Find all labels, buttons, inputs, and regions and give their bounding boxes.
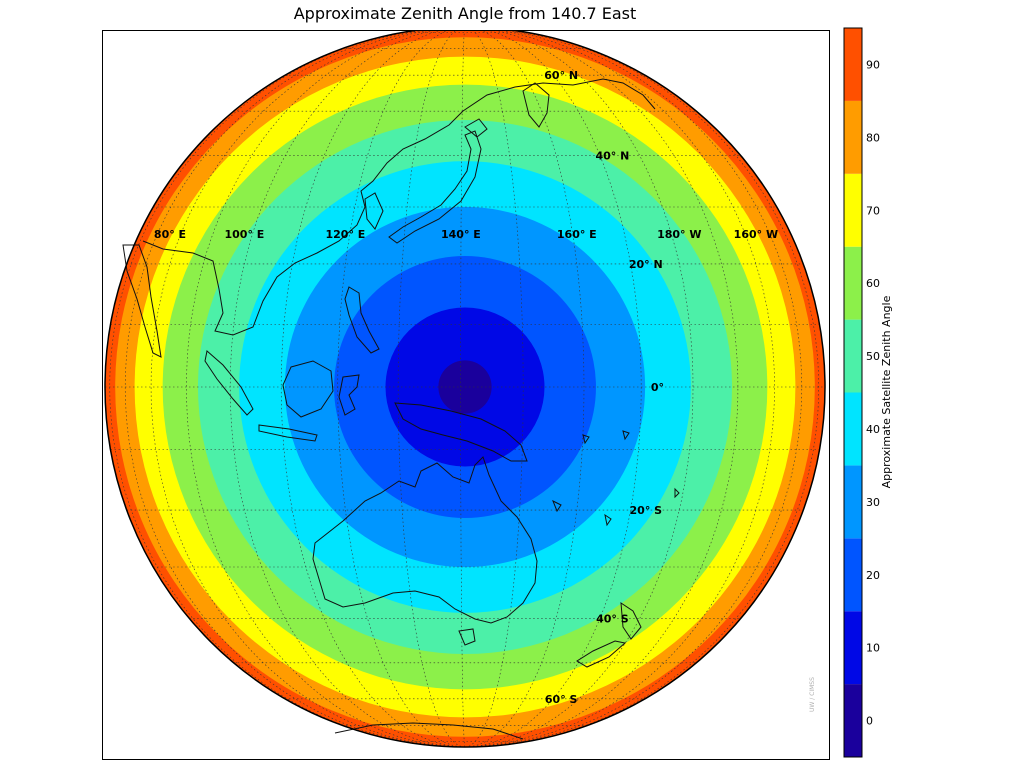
- latitude-label: 20° N: [629, 258, 663, 271]
- colorbar-tick-label: 90: [866, 59, 880, 72]
- longitude-label: 100° E: [224, 228, 264, 241]
- latitude-label: 60° S: [545, 693, 578, 706]
- colorbar-label: Approximate Satellite Zenith Angle: [880, 295, 893, 488]
- colorbar-band-9: [844, 28, 862, 101]
- longitude-label: 120° E: [325, 228, 365, 241]
- colorbar-tick-label: 30: [866, 496, 880, 509]
- borneo-coastline: [282, 360, 334, 418]
- colorbar-tick-label: 10: [866, 642, 880, 655]
- new-guinea-coastline: [394, 402, 528, 462]
- credit-watermark: UW / CIMSS: [809, 677, 816, 712]
- latitude-label: 20° S: [630, 504, 663, 517]
- asia-mainland-coastline: [142, 78, 656, 336]
- colorbar-band-0: [844, 684, 862, 757]
- colorbar-tick-label: 40: [866, 423, 880, 436]
- meridian-line: [464, 31, 524, 748]
- colorbar-band-2: [844, 538, 862, 612]
- colorbar-band-1: [844, 611, 862, 685]
- philippines-coastline: [344, 286, 380, 354]
- coastlines: [122, 78, 680, 740]
- colorbar-bands: [844, 28, 862, 757]
- map-panel: 80° E 100° E 120° E 140° E 160° E 180° W 160° …: [102, 30, 830, 760]
- earth-disk-outline: [104, 31, 826, 748]
- colorbar-band-4: [844, 392, 862, 466]
- latitude-label: 40° S: [596, 612, 629, 625]
- new-zealand-coastline: [576, 602, 642, 668]
- pacific-islands: [552, 430, 680, 527]
- chart-title: Approximate Zenith Angle from 140.7 East: [293, 4, 637, 23]
- hokkaido-coastline: [464, 118, 488, 138]
- antarctica-coastline: [334, 722, 524, 740]
- korea-coastline: [364, 192, 384, 230]
- meridian-line: [464, 31, 775, 748]
- meridian-line: [460, 31, 466, 748]
- meridian-line: [464, 31, 820, 748]
- colorbar-tick-label: 60: [866, 277, 880, 290]
- zenith-map: 80° E 100° E 120° E 140° E 160° E 180° W 160° …: [104, 31, 826, 748]
- colorbar-tick-label: 50: [866, 350, 880, 363]
- australia-coastline: [312, 456, 538, 624]
- meridian-line: [464, 31, 694, 748]
- colorbar-band-8: [844, 100, 862, 174]
- longitude-label: 180° W: [657, 228, 701, 241]
- meridian-line: [464, 31, 585, 748]
- meridian-line: [150, 31, 466, 748]
- colorbar-tick-label: 0: [866, 715, 873, 728]
- colorbar-tick-label: 70: [866, 204, 880, 217]
- sulawesi-coastline: [338, 374, 360, 416]
- longitude-label: 160° W: [734, 228, 778, 241]
- tasmania-coastline: [458, 628, 476, 646]
- longitude-label: 80° E: [154, 228, 186, 241]
- colorbar-band-6: [844, 246, 862, 320]
- japan-coastline: [388, 130, 482, 244]
- colorbar-band-3: [844, 465, 862, 539]
- latitude-label: 0°: [651, 381, 664, 394]
- latitude-label: 60° N: [544, 69, 578, 82]
- map-labels: 80° E 100° E 120° E 140° E 160° E 180° W 160° …: [154, 69, 778, 706]
- sumatra-coastline: [204, 350, 254, 416]
- meridian-line: [109, 31, 466, 748]
- colorbar-frame: [843, 27, 863, 758]
- colorbar-ticks: 0 10 20 30 40 50 60 70 80 90: [866, 59, 880, 728]
- longitude-label: 140° E: [441, 228, 481, 241]
- latitude-label: 40° N: [595, 150, 629, 163]
- meridian-line: [124, 31, 466, 748]
- india-coastline: [122, 244, 162, 358]
- java-coastline: [258, 424, 318, 442]
- colorbar-tick-label: 20: [866, 569, 880, 582]
- colorbar-band-5: [844, 319, 862, 393]
- graticule: [105, 31, 826, 748]
- colorbar-band-7: [844, 173, 862, 247]
- colorbar-tick-label: 80: [866, 131, 880, 144]
- kamchatka-coastline: [522, 82, 550, 128]
- longitude-label: 160° E: [557, 228, 597, 241]
